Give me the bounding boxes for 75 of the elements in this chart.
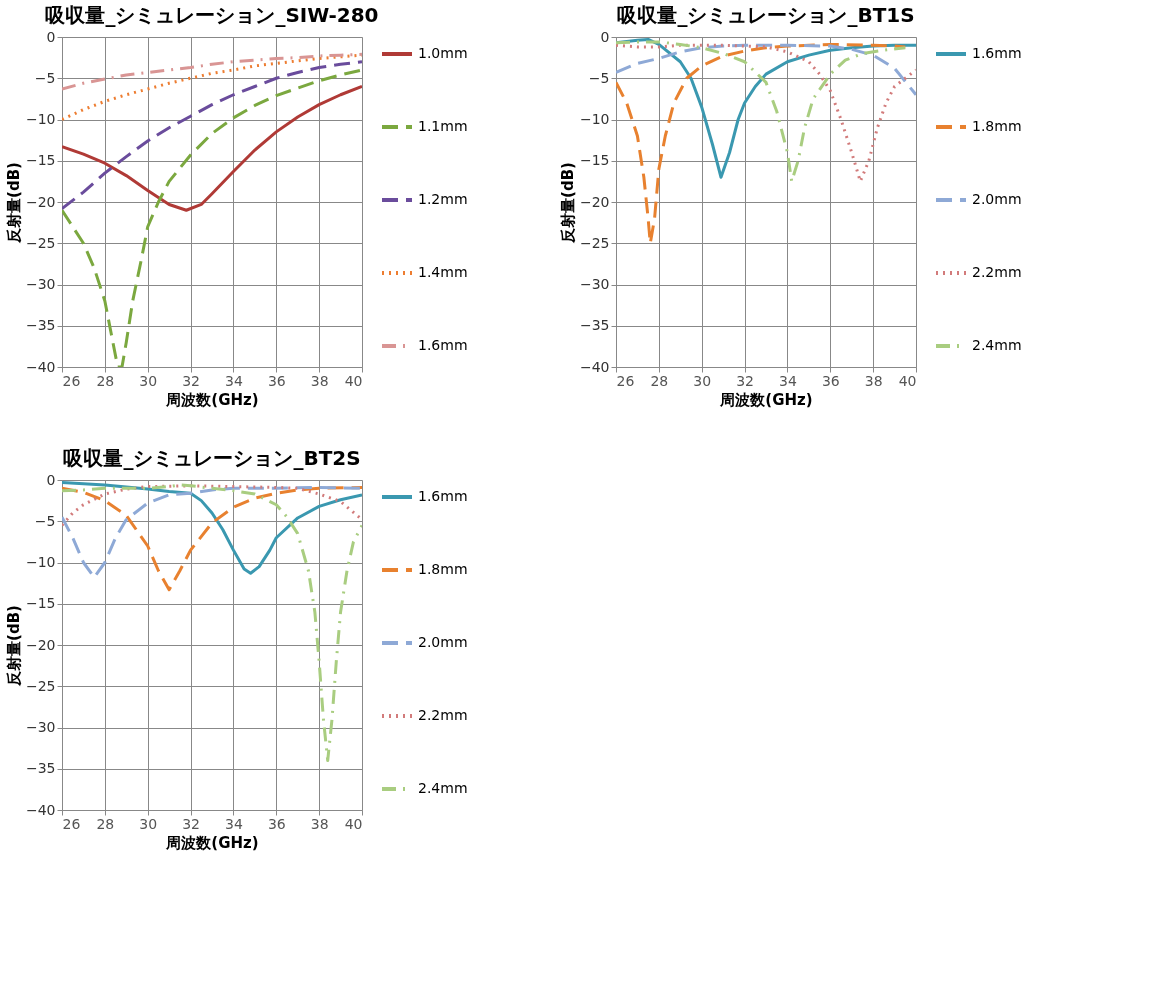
legend-label: 2.0mm (972, 191, 1022, 207)
y-tick-label: −10 (25, 554, 56, 570)
y-tick-label: −5 (34, 512, 56, 529)
y-axis-title: 反射量(dB) (558, 162, 577, 244)
x-tick-label: 36 (267, 815, 286, 832)
y-tick-label: −20 (25, 193, 56, 210)
y-tick-label: −30 (25, 276, 56, 292)
legend-label: 2.0mm (418, 634, 468, 650)
y-tick-label: −5 (588, 69, 610, 86)
y-tick-label: −40 (579, 358, 610, 375)
y-tick-label: −5 (34, 69, 56, 86)
y-tick-label: −10 (25, 111, 56, 127)
x-tick-label: 30 (139, 372, 158, 389)
x-tick-label: 38 (864, 372, 883, 389)
x-tick-label: 34 (225, 815, 243, 832)
y-tick-label: −25 (579, 234, 610, 251)
legend-label: 2.4mm (418, 780, 468, 796)
y-tick-label: −25 (25, 234, 56, 251)
legend-label: 1.1mm (418, 118, 468, 134)
x-tick-label: 40 (344, 372, 363, 389)
x-tick-label: 32 (736, 372, 754, 389)
legend-label: 1.4mm (418, 264, 468, 280)
x-tick-label: 26 (616, 372, 635, 389)
x-tick-label: 32 (182, 815, 200, 832)
x-tick-label: 28 (650, 372, 669, 389)
y-tick-label: −20 (579, 193, 610, 210)
legend-label: 1.8mm (418, 561, 468, 577)
y-tick-label: −15 (579, 152, 610, 169)
y-tick-label: −15 (25, 152, 56, 169)
x-tick-label: 30 (139, 815, 158, 832)
y-tick-label: −30 (25, 719, 56, 735)
legend-label: 1.0mm (418, 45, 468, 61)
y-tick-label: −35 (25, 317, 56, 334)
legend-label: 2.2mm (972, 264, 1022, 280)
legend-label: 1.6mm (418, 488, 468, 504)
y-tick-label: −10 (579, 111, 610, 127)
y-tick-label: −35 (579, 317, 610, 334)
chart-title: 吸収量_シミュレーション_BT1S (617, 3, 915, 27)
y-tick-label: −35 (25, 760, 56, 777)
legend-label: 2.4mm (972, 337, 1022, 353)
chart-title: 吸収量_シミュレーション_BT2S (63, 446, 361, 470)
x-tick-label: 26 (62, 815, 81, 832)
x-tick-label: 32 (182, 372, 200, 389)
x-tick-label: 38 (310, 815, 329, 832)
y-tick-label: −15 (25, 595, 56, 612)
x-tick-label: 30 (693, 372, 712, 389)
x-axis-title: 周波数(GHz) (719, 390, 813, 409)
y-tick-label: −25 (25, 677, 56, 694)
x-tick-label: 34 (225, 372, 243, 389)
y-tick-label: 0 (46, 471, 56, 488)
legend-label: 2.2mm (418, 707, 468, 723)
x-tick-label: 40 (898, 372, 917, 389)
y-tick-label: −40 (25, 358, 56, 375)
x-tick-label: 40 (344, 815, 363, 832)
x-tick-label: 38 (310, 372, 329, 389)
x-tick-label: 34 (779, 372, 797, 389)
y-axis-title: 反射量(dB) (4, 605, 23, 687)
legend-label: 1.6mm (418, 337, 468, 353)
y-axis-title: 反射量(dB) (4, 162, 23, 244)
legend-label: 1.6mm (972, 45, 1022, 61)
y-tick-label: −40 (25, 801, 56, 818)
legend-label: 1.2mm (418, 191, 468, 207)
chart-title: 吸収量_シミュレーション_SIW-280 (45, 3, 379, 27)
y-tick-label: −20 (25, 636, 56, 653)
x-tick-label: 28 (96, 815, 115, 832)
x-tick-label: 26 (62, 372, 81, 389)
y-tick-label: 0 (600, 28, 610, 45)
x-tick-label: 36 (267, 372, 286, 389)
y-tick-label: 0 (46, 28, 56, 45)
y-tick-label: −30 (579, 276, 610, 292)
x-axis-title: 周波数(GHz) (165, 833, 259, 852)
x-axis-title: 周波数(GHz) (165, 390, 259, 409)
x-tick-label: 28 (96, 372, 115, 389)
legend-label: 1.8mm (972, 118, 1022, 134)
x-tick-label: 36 (821, 372, 840, 389)
